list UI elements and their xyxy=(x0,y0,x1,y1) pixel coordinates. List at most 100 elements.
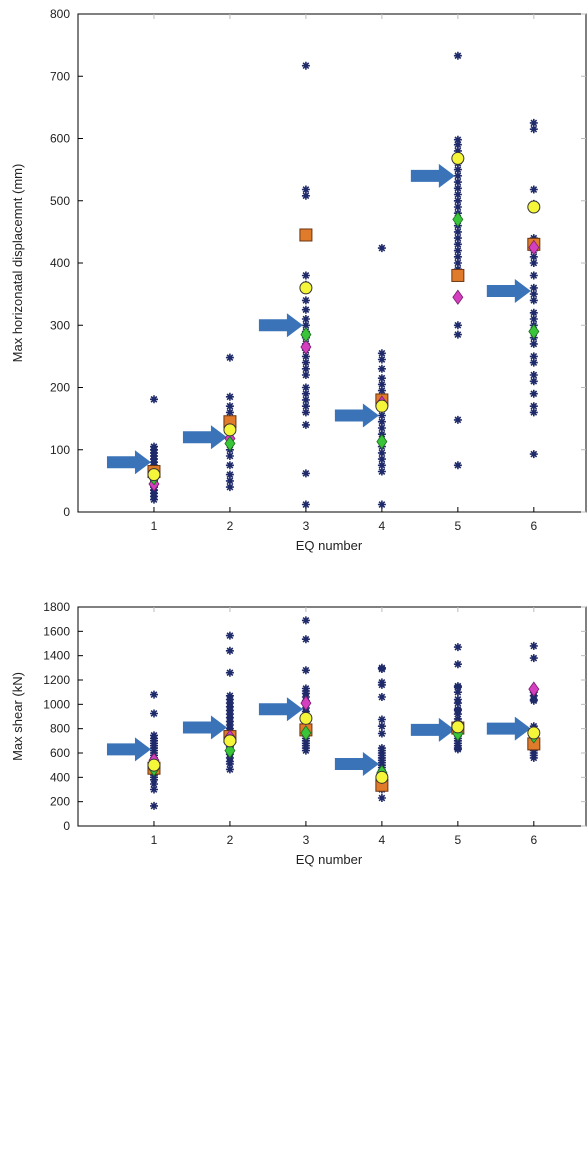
data-point-star xyxy=(453,196,462,205)
data-point-star xyxy=(453,190,462,199)
arrow-marker xyxy=(486,716,531,741)
y-tick-label: 400 xyxy=(50,256,70,270)
y-tick-label: 400 xyxy=(50,770,70,784)
arrow-marker xyxy=(106,450,151,475)
y-tick-label: 600 xyxy=(50,132,70,146)
data-point-star xyxy=(453,660,462,669)
data-point-star xyxy=(377,665,386,673)
data-point-star xyxy=(529,118,538,127)
data-point-star xyxy=(301,305,310,314)
data-point-star xyxy=(301,389,310,398)
data-point-star xyxy=(377,349,386,358)
y-tick-label: 1600 xyxy=(43,624,70,638)
data-point-star xyxy=(453,461,462,470)
data-point-star xyxy=(150,775,158,784)
data-point-star xyxy=(453,252,462,261)
data-point-star xyxy=(377,244,386,253)
data-point-star xyxy=(453,699,462,708)
arrow-marker xyxy=(182,715,227,740)
data-point-star xyxy=(529,696,538,705)
x-tick-label: 6 xyxy=(530,519,537,533)
data-point-star xyxy=(529,408,538,417)
data-point-star xyxy=(529,371,538,379)
data-point-star xyxy=(301,420,310,429)
data-point-star xyxy=(453,178,462,187)
data-point-star xyxy=(377,729,386,738)
data-point-star xyxy=(529,259,538,267)
data-point-star xyxy=(301,383,310,392)
data-point-circle xyxy=(527,726,541,740)
x-tick-label: 2 xyxy=(227,519,234,533)
data-point-star xyxy=(150,690,158,699)
data-point-star xyxy=(529,450,538,459)
data-point-star xyxy=(377,467,386,476)
x-tick-label: 3 xyxy=(303,833,310,847)
data-point-star xyxy=(301,296,310,305)
x-tick-label: 5 xyxy=(455,519,462,533)
data-point-star xyxy=(225,765,234,774)
data-point-star xyxy=(225,646,234,655)
data-point-star xyxy=(529,271,538,280)
data-point-star xyxy=(301,271,310,280)
data-point-star xyxy=(225,483,234,492)
data-point-circle xyxy=(147,758,161,772)
y-tick-label: 700 xyxy=(50,69,70,83)
data-point-star xyxy=(301,469,310,478)
data-point-diamond-green xyxy=(528,323,540,340)
data-point-star xyxy=(453,330,462,339)
data-point-star xyxy=(377,355,386,364)
data-point-diamond-green xyxy=(224,435,236,452)
data-point-star xyxy=(453,146,462,155)
y-tick-label: 1000 xyxy=(43,697,70,711)
data-point-star xyxy=(301,321,310,330)
data-point-star xyxy=(529,185,538,194)
data-point-star xyxy=(453,745,462,754)
data-point-star xyxy=(377,680,386,689)
data-point-star xyxy=(225,353,234,362)
data-point-star xyxy=(529,296,538,305)
arrow-marker xyxy=(258,313,303,338)
y-tick-label: 800 xyxy=(50,7,70,21)
data-point-star xyxy=(377,417,386,426)
data-point-star xyxy=(301,746,310,755)
arrow-marker xyxy=(410,163,455,188)
data-point-star xyxy=(453,710,462,719)
data-point-star xyxy=(377,424,386,432)
data-point-star xyxy=(453,135,462,144)
data-point-diamond-green xyxy=(300,326,312,343)
y-tick-label: 300 xyxy=(50,318,70,332)
data-point-star xyxy=(225,476,234,485)
data-point-diamond-green xyxy=(300,725,312,741)
x-tick-label: 6 xyxy=(530,833,537,847)
plot-frame xyxy=(77,606,587,827)
arrow-marker xyxy=(486,279,531,304)
data-point-star xyxy=(225,631,234,640)
data-point-star xyxy=(301,500,310,509)
data-point-star xyxy=(225,470,234,479)
y-tick-label: 500 xyxy=(50,194,70,208)
data-point-diamond-magenta xyxy=(528,239,540,256)
x-tick-label: 5 xyxy=(455,833,462,847)
data-point-star xyxy=(529,308,538,317)
data-point-star xyxy=(301,185,310,194)
arrow-marker xyxy=(258,697,303,722)
data-point-star xyxy=(529,641,538,650)
data-point-star xyxy=(150,801,158,810)
data-point-star xyxy=(529,654,538,663)
data-point-diamond-magenta xyxy=(452,289,464,305)
y-tick-label: 1400 xyxy=(43,649,70,663)
data-point-star xyxy=(377,794,386,802)
data-point-square xyxy=(299,228,313,242)
data-point-star xyxy=(377,715,386,724)
data-point-star xyxy=(301,315,310,323)
arrow-marker xyxy=(410,717,455,742)
data-point-circle xyxy=(451,720,465,734)
data-point-star xyxy=(301,371,310,379)
data-point-star xyxy=(377,411,386,420)
y-tick-label: 200 xyxy=(50,795,70,809)
data-point-star xyxy=(453,171,462,180)
y-tick-label: 0 xyxy=(63,819,70,833)
data-point-star xyxy=(377,448,386,457)
data-point-diamond-green xyxy=(376,433,388,450)
